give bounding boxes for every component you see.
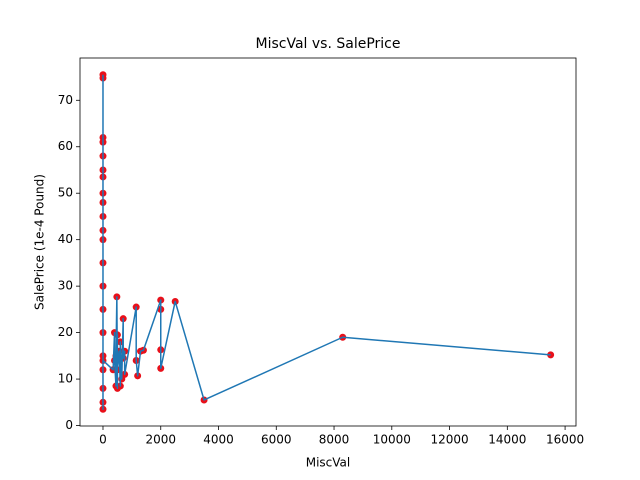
y-tick-label: 0 xyxy=(65,418,73,432)
y-tick-label: 60 xyxy=(58,139,73,153)
y-tick-label: 20 xyxy=(58,325,73,339)
series-line xyxy=(102,74,551,411)
y-tick-label: 40 xyxy=(58,232,73,246)
x-tick-label: 8000 xyxy=(319,433,350,447)
y-axis-label: SalePrice (1e-4 Pound) xyxy=(33,174,47,310)
y-tick-label: 10 xyxy=(58,372,73,386)
x-tick-label: 2000 xyxy=(145,433,176,447)
marker xyxy=(547,351,555,359)
plot-frame xyxy=(79,57,577,427)
x-tick-label: 12000 xyxy=(430,433,468,447)
x-tick-label: 6000 xyxy=(261,433,292,447)
y-tick-label: 70 xyxy=(58,93,73,107)
y-tick-label: 30 xyxy=(58,279,73,293)
chart-title: MiscVal vs. SalePrice xyxy=(256,36,401,52)
x-tick-label: 10000 xyxy=(373,433,411,447)
x-tick-label: 4000 xyxy=(203,433,234,447)
y-tick-label: 50 xyxy=(58,186,73,200)
x-tick-label: 0 xyxy=(99,433,107,447)
x-tick-label: 16000 xyxy=(546,433,584,447)
x-tick-label: 14000 xyxy=(488,433,526,447)
x-axis-label: MiscVal xyxy=(306,456,351,470)
